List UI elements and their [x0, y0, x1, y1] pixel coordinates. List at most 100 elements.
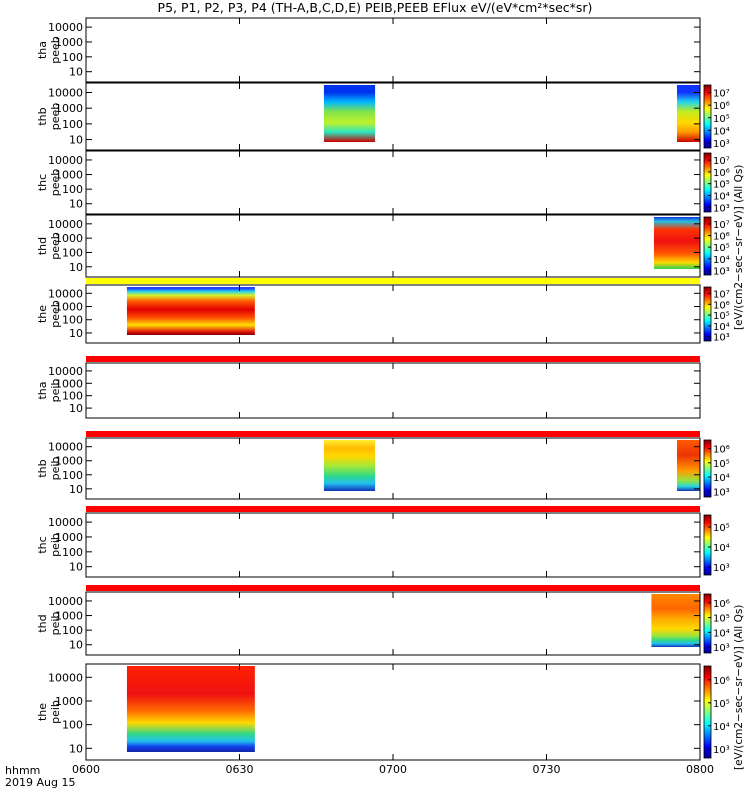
panel-frame	[85, 150, 701, 215]
colorbar-tick-label: 10⁵	[713, 614, 730, 625]
panel-label-product: peeb	[49, 300, 62, 328]
colorbar-tick-label: 10⁶	[713, 599, 730, 610]
y-tick-label: 100	[62, 51, 83, 64]
y-tick-label: 1000	[55, 695, 83, 708]
y-tick-label: 100	[62, 183, 83, 196]
colorbar-tick-label: 10⁵	[713, 243, 730, 254]
panel-frame	[85, 591, 701, 656]
colorbar	[703, 84, 712, 149]
colorbar-tick-label: 10⁵	[713, 459, 730, 470]
y-tick-label: 100	[62, 390, 83, 403]
y-tick-label: 1000	[55, 531, 83, 544]
y-tick-label: 1000	[55, 232, 83, 245]
colorbar-tick-label: 10⁴	[713, 322, 730, 333]
x-tick-label: 0730	[533, 763, 561, 776]
spectrogram-segment	[651, 594, 700, 647]
panel-label-probe: thc	[36, 536, 49, 553]
spectrogram-segment	[676, 440, 700, 491]
colorbar-tick-label: 10⁴	[713, 126, 730, 137]
panel-label-product: peib	[49, 457, 62, 481]
panel-frame	[85, 17, 701, 83]
panel-label-probe: thc	[36, 174, 49, 191]
panel-label-probe: thd	[36, 614, 49, 632]
colorbar-tick-label: 10⁴	[713, 255, 730, 266]
colorbar	[703, 286, 712, 342]
x-tick-label: 0700	[379, 763, 407, 776]
colorbar-title-bottom: [eV/(cm2−sec−sr−eV)] (All Qs)	[733, 604, 745, 770]
panel-frame	[85, 437, 701, 500]
y-tick-label: 100	[62, 469, 83, 482]
colorbar-tick-label: 10³	[713, 563, 730, 574]
colorbar	[703, 152, 712, 213]
y-tick-label: 1000	[55, 455, 83, 468]
y-tick-label: 10000	[48, 595, 83, 608]
colorbar	[703, 514, 712, 576]
panel-label-probe: the	[36, 305, 49, 323]
chart-title: P5, P1, P2, P3, P4 (TH-A,B,C,D,E) PEIB,P…	[157, 0, 593, 15]
status-bar	[86, 278, 700, 284]
y-tick-label: 10	[69, 261, 83, 274]
colorbar-tick-label: 10⁶	[713, 232, 730, 243]
y-tick-label: 100	[62, 314, 83, 327]
panel-frame	[85, 214, 701, 278]
colorbar	[703, 665, 712, 759]
y-tick-label: 1000	[55, 610, 83, 623]
colorbar-tick-label: 10⁵	[713, 114, 730, 125]
colorbar-tick-label: 10⁴	[713, 473, 730, 484]
y-tick-label: 100	[62, 546, 83, 559]
colorbar-tick-label: 10³	[713, 203, 730, 214]
spectrogram-segment	[323, 85, 376, 142]
colorbar-tick-label: 10⁴	[713, 543, 730, 554]
colorbar-tick-label: 10⁶	[713, 445, 730, 456]
panel-label-product: peeb	[49, 232, 62, 260]
x-tick-label: 0800	[686, 763, 714, 776]
panel-frame	[85, 362, 701, 419]
y-tick-label: 10000	[48, 21, 83, 34]
y-tick-label: 10	[69, 198, 83, 211]
y-tick-label: 10	[69, 327, 83, 340]
colorbar-tick-label: 10³	[713, 266, 730, 277]
colorbar-tick-label: 10⁶	[713, 676, 730, 687]
colorbar-tick-label: 10⁷	[713, 89, 730, 100]
colorbar-tick-label: 10⁵	[713, 699, 730, 710]
y-tick-label: 10000	[48, 154, 83, 167]
y-tick-label: 10	[69, 561, 83, 574]
panel-label-probe: tha	[36, 41, 49, 59]
spectrogram-segment	[323, 440, 376, 491]
y-tick-label: 10	[69, 66, 83, 79]
spectrogram-segment	[126, 666, 255, 752]
y-tick-label: 10000	[48, 365, 83, 378]
panel-label-product: peib	[49, 533, 62, 557]
panel-label-product: peeb	[49, 169, 62, 197]
y-tick-label: 100	[62, 719, 83, 732]
y-tick-label: 1000	[55, 377, 83, 390]
colorbar-tick-label: 10⁶	[713, 101, 730, 112]
y-tick-label: 10	[69, 639, 83, 652]
colorbar-tick-label: 10³	[713, 745, 730, 756]
spectrogram-segment	[653, 217, 700, 269]
colorbar-tick-label: 10⁷	[713, 156, 730, 167]
colorbar-tick-label: 10⁶	[713, 168, 730, 179]
time-format-label: hhmm	[5, 764, 41, 777]
x-tick-label: 0630	[226, 763, 254, 776]
y-tick-label: 10000	[48, 287, 83, 300]
colorbar	[703, 593, 712, 654]
colorbar-tick-label: 10⁴	[713, 628, 730, 639]
panel-frame	[85, 82, 701, 151]
colorbar-tick-label: 10⁵	[713, 311, 730, 322]
y-tick-label: 100	[62, 246, 83, 259]
status-bar	[86, 431, 700, 437]
y-tick-label: 10000	[48, 516, 83, 529]
y-tick-label: 10000	[48, 86, 83, 99]
status-bar	[86, 356, 700, 362]
y-tick-label: 10000	[48, 671, 83, 684]
colorbar-tick-label: 10⁶	[713, 300, 730, 311]
status-bar	[86, 506, 700, 512]
panel-label-probe: thb	[36, 459, 49, 477]
y-tick-label: 100	[62, 624, 83, 637]
y-tick-label: 1000	[55, 102, 83, 115]
y-tick-label: 10000	[48, 441, 83, 454]
colorbar-tick-label: 10³	[713, 643, 730, 654]
panel-label-product: peeb	[49, 36, 62, 64]
